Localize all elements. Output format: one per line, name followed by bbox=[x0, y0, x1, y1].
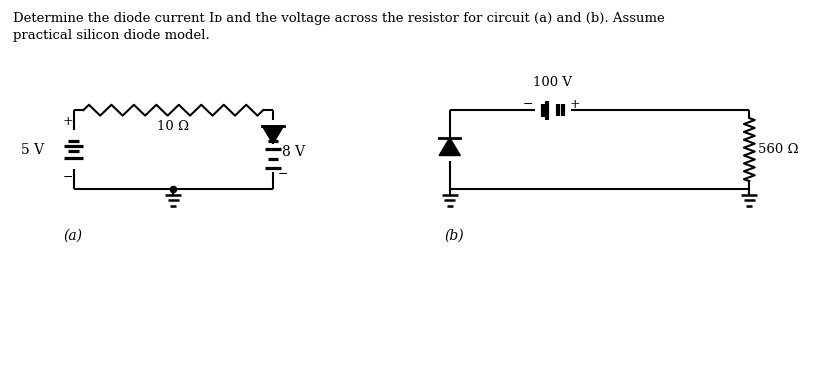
Text: (b): (b) bbox=[445, 228, 465, 242]
Text: 8 V: 8 V bbox=[282, 144, 305, 158]
Text: −: − bbox=[62, 171, 73, 184]
Text: 5 V: 5 V bbox=[21, 142, 44, 157]
Text: −: − bbox=[523, 98, 534, 111]
Text: 10 Ω: 10 Ω bbox=[157, 120, 190, 133]
Text: (a): (a) bbox=[64, 228, 83, 242]
Polygon shape bbox=[439, 138, 461, 155]
Text: +: + bbox=[569, 98, 580, 111]
Text: Determine the diode current Iᴅ and the voltage across the resistor for circuit (: Determine the diode current Iᴅ and the v… bbox=[13, 12, 664, 25]
Text: 560 Ω: 560 Ω bbox=[758, 143, 799, 156]
Text: practical silicon diode model.: practical silicon diode model. bbox=[13, 29, 210, 42]
Text: 100 V: 100 V bbox=[534, 77, 572, 90]
Text: +: + bbox=[62, 115, 73, 128]
Text: −: − bbox=[278, 168, 289, 181]
Polygon shape bbox=[263, 126, 284, 144]
